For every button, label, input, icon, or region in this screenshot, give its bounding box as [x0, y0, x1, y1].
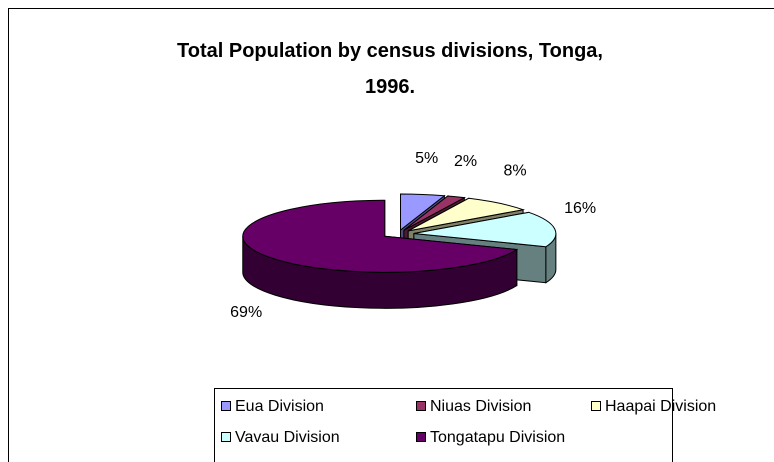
legend-swatch	[416, 401, 426, 411]
data-label: 69%	[230, 304, 262, 321]
chart-title: Total Population by census divisions, To…	[177, 40, 603, 98]
legend-label: Vavau Division	[235, 429, 340, 446]
legend-label: Tongatapu Division	[430, 429, 565, 446]
pie-tops	[242, 193, 557, 273]
legend-label: Haapai Division	[605, 398, 716, 415]
data-label: 2%	[454, 153, 477, 170]
slice	[413, 211, 557, 248]
slice	[403, 195, 466, 231]
slice	[242, 199, 519, 273]
data-label: 16%	[564, 200, 596, 217]
legend-swatch	[591, 401, 601, 411]
legend-swatch	[221, 401, 231, 411]
legend-box	[214, 388, 673, 462]
legend-swatch	[221, 432, 231, 442]
chart-frame	[8, 8, 774, 462]
data-label: 8%	[503, 162, 526, 179]
legend-label: Eua Division	[235, 398, 324, 415]
legend-swatch	[416, 432, 426, 442]
legend-label: Niuas Division	[430, 398, 531, 415]
data-label: 5%	[415, 150, 438, 167]
slice	[400, 193, 446, 232]
slice	[407, 197, 526, 232]
